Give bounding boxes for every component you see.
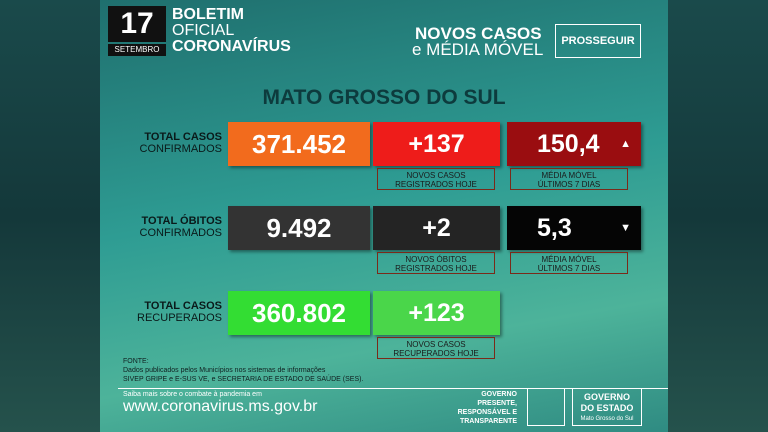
caption-sub: ÚLTIMOS 7 DIAS — [537, 180, 601, 189]
blur-left — [0, 0, 104, 432]
label-sub: CONFIRMADOS — [139, 143, 223, 155]
badge: PROSSEGUIR — [555, 24, 641, 58]
label-sub: CONFIRMADOS — [139, 227, 223, 239]
new-caption: NOVOS ÓBITOS REGISTRADOS HOJE — [377, 252, 495, 274]
new-caption: NOVOS CASOS REGISTRADOS HOJE — [377, 168, 495, 190]
label-main: TOTAL CASOS — [144, 131, 222, 143]
total-box: 360.802 — [228, 291, 370, 335]
blur-right — [664, 0, 768, 432]
average-box: 5,3 ▼ — [507, 206, 641, 250]
logo-line: DO ESTADO — [580, 403, 634, 413]
logo: GOVERNO DO ESTADO Mato Grosso do Sul — [572, 388, 642, 426]
topic-line: NOVOS CASOS — [415, 24, 542, 43]
slogan-line: PRESENTE, — [477, 400, 517, 407]
region: MATO GROSSO DO SUL — [262, 86, 506, 109]
crest — [527, 388, 565, 426]
url: www.coronavirus.ms.gov.br — [123, 398, 318, 415]
trend-arrow: ▲ — [620, 138, 631, 150]
topic-line: e MÉDIA MÓVEL — [412, 40, 544, 59]
slogan-line: GOVERNO — [481, 391, 517, 398]
source-line: Dados publicados pelos Municípios nos si… — [123, 367, 326, 374]
source: FONTE: Dados publicados pelos Municípios… — [123, 357, 363, 384]
caption-sub: RECUPERADOS HOJE — [393, 349, 479, 358]
new-caption: NOVOS CASOS RECUPERADOS HOJE — [377, 337, 495, 359]
day: 17 — [108, 6, 166, 42]
caption-main: MÉDIA MÓVEL — [541, 171, 597, 180]
logo-line: Mato Grosso do Sul — [580, 416, 634, 422]
slogan-line: RESPONSÁVEL E — [457, 409, 517, 416]
caption-main: NOVOS CASOS — [406, 340, 466, 349]
trend-arrow: ▼ — [620, 222, 631, 234]
source-line: SIVEP GRIPE e E-SUS VE, e SECRETARIA DE … — [123, 376, 364, 383]
row-label: TOTAL ÓBITOS CONFIRMADOS — [102, 215, 223, 239]
total-box: 371.452 — [228, 122, 370, 166]
new-box: +123 — [373, 291, 500, 335]
caption-main: MÉDIA MÓVEL — [541, 255, 597, 264]
total-box: 9.492 — [228, 206, 370, 250]
new-box: +137 — [373, 122, 500, 166]
caption-main: NOVOS CASOS — [406, 171, 466, 180]
caption-main: NOVOS ÓBITOS — [405, 255, 467, 264]
average-caption: MÉDIA MÓVEL ÚLTIMOS 7 DIAS — [510, 168, 628, 190]
divider — [118, 388, 668, 389]
average-caption: MÉDIA MÓVEL ÚLTIMOS 7 DIAS — [510, 252, 628, 274]
row-label: TOTAL CASOS CONFIRMADOS — [102, 131, 223, 155]
average-value: 150,4 — [537, 129, 600, 158]
row-label: TOTAL CASOS RECUPERADOS — [102, 300, 222, 324]
label-sub: RECUPERADOS — [137, 312, 222, 324]
average-box: 150,4 ▲ — [507, 122, 641, 166]
average-value: 5,3 — [537, 213, 572, 242]
slogan-line: TRANSPARENTE — [459, 418, 517, 425]
month: SETEMBRO — [108, 44, 166, 56]
title-line: BOLETIM — [172, 6, 244, 23]
slogan: GOVERNO PRESENTE, RESPONSÁVEL E TRANSPAR… — [455, 390, 517, 426]
caption-sub: REGISTRADOS HOJE — [395, 180, 477, 189]
title-line: CORONAVÍRUS — [172, 38, 291, 55]
source-title: FONTE: — [123, 358, 149, 365]
label-main: TOTAL ÓBITOS — [141, 215, 222, 227]
caption-sub: ÚLTIMOS 7 DIAS — [537, 264, 601, 273]
new-box: +2 — [373, 206, 500, 250]
prompt: Saiba mais sobre o combate à pandemia em — [123, 391, 262, 398]
logo-line: GOVERNO — [583, 392, 630, 402]
title-line: OFICIAL — [172, 22, 235, 39]
caption-sub: REGISTRADOS HOJE — [395, 264, 477, 273]
label-main: TOTAL CASOS — [144, 300, 222, 312]
